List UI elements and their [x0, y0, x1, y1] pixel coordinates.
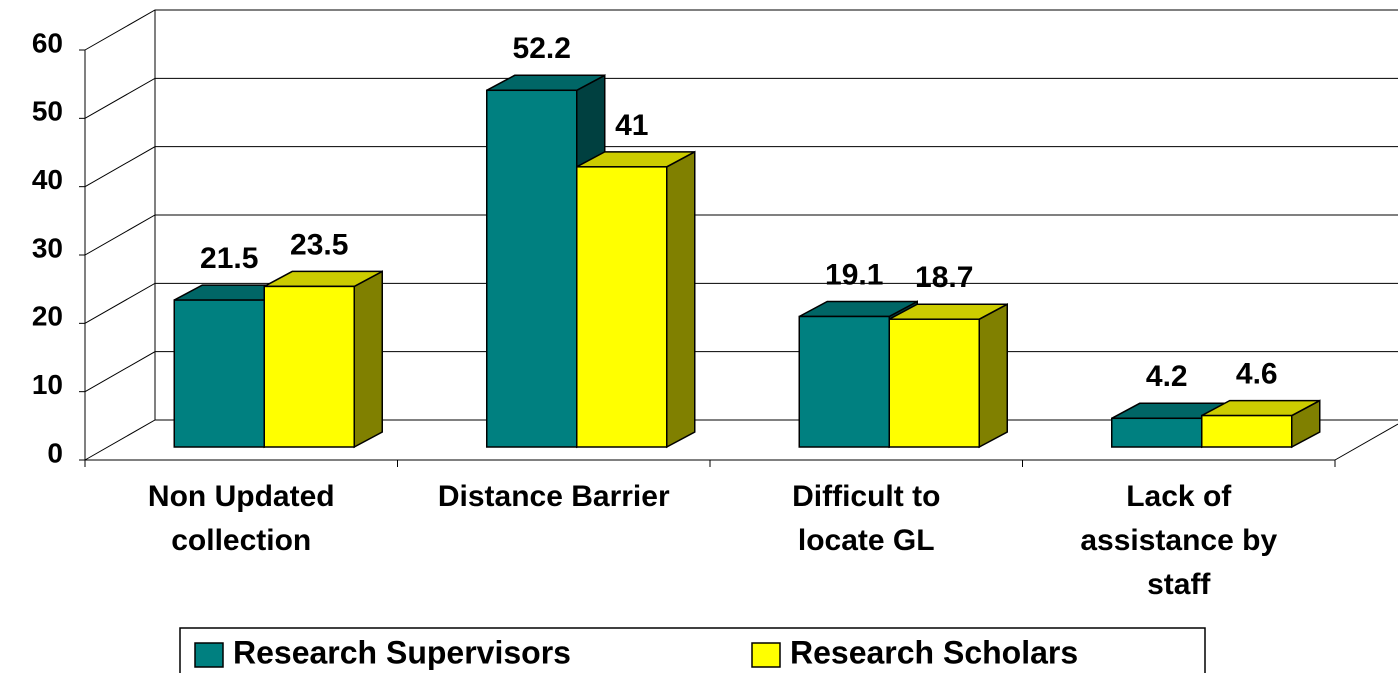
legend-label: Research Scholars: [790, 634, 1078, 670]
bar: [576, 166, 668, 448]
grid-line: [84, 9, 1398, 51]
value-label: 4.2: [1146, 360, 1188, 393]
x-tick-label: Lack of assistance by staff: [1080, 480, 1278, 601]
floor-right-edge: [1334, 423, 1398, 461]
bar-side: [666, 150, 696, 449]
legend-label: Research Supervisors: [233, 634, 571, 670]
x-tick-label: Difficult to locate GL: [792, 480, 941, 557]
grid-line: [84, 214, 1398, 256]
bar: [263, 285, 355, 448]
value-label: 4.6: [1236, 357, 1278, 390]
grid-line: [84, 282, 1398, 324]
y-tick-label: 60: [32, 27, 63, 58]
value-label: 41: [615, 109, 648, 142]
y-tick-label: 50: [32, 96, 63, 127]
y-tick-label: 30: [32, 232, 63, 263]
value-label: 52.2: [513, 32, 571, 65]
value-label: 23.5: [290, 228, 348, 261]
value-label: 19.1: [825, 258, 883, 291]
x-tick-label: Distance Barrier: [437, 480, 670, 513]
bar: [486, 89, 578, 448]
y-tick-label: 0: [47, 437, 63, 468]
y-tick-label: 20: [32, 301, 63, 332]
legend-swatch: [194, 642, 224, 668]
bar-side: [978, 302, 1008, 449]
y-tick-label: 40: [32, 164, 63, 195]
legend-box: [179, 627, 1206, 673]
y-tick-label: 10: [32, 369, 63, 400]
value-label: 21.5: [200, 242, 258, 275]
bar: [173, 299, 265, 448]
bar: [888, 318, 980, 448]
grid-line: [84, 77, 1398, 119]
bar: [1111, 417, 1203, 448]
bar-side: [353, 270, 383, 449]
value-label: 18.7: [915, 261, 973, 294]
grid-line: [84, 146, 1398, 188]
x-tick-label: Non Updated collection: [147, 480, 335, 557]
bar: [1201, 414, 1293, 448]
legend-swatch: [751, 642, 781, 668]
bar: [798, 315, 890, 448]
